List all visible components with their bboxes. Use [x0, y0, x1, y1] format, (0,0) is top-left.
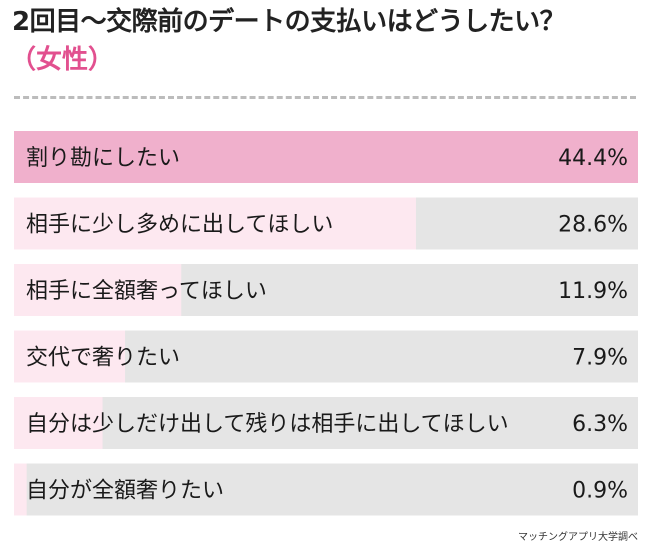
value-label: 7.9%	[572, 346, 628, 371]
value-label: 6.3%	[572, 412, 628, 437]
chart-title: 2回目〜交際前のデートの支払いはどうしたい？	[12, 7, 566, 37]
category-label: 割り勘にしたい	[26, 146, 180, 171]
chart-subtitle: （女性）	[10, 45, 115, 75]
bar	[14, 264, 182, 316]
source-note: マッチングアプリ大学調べ	[518, 532, 638, 543]
value-label: 44.4%	[558, 146, 628, 171]
value-label: 11.9%	[558, 279, 628, 304]
category-label: 相手に全額奢ってほしい	[26, 279, 267, 304]
bar	[14, 131, 638, 183]
bar-track	[14, 463, 638, 516]
value-label: 28.6%	[558, 213, 628, 238]
bar	[14, 463, 27, 516]
category-label: 交代で奢りたい	[26, 346, 180, 371]
bar	[14, 197, 416, 250]
category-label: 自分は少しだけ出して残りは相手に出してほしい	[26, 412, 509, 437]
bar	[14, 397, 103, 449]
category-label: 自分が全額奢りたい	[26, 479, 224, 504]
dashed-divider	[14, 96, 636, 99]
bar	[14, 330, 126, 383]
value-label: 0.9%	[572, 479, 628, 504]
category-label: 相手に少し多めに出してほしい	[26, 213, 333, 238]
bar-track	[14, 397, 638, 449]
